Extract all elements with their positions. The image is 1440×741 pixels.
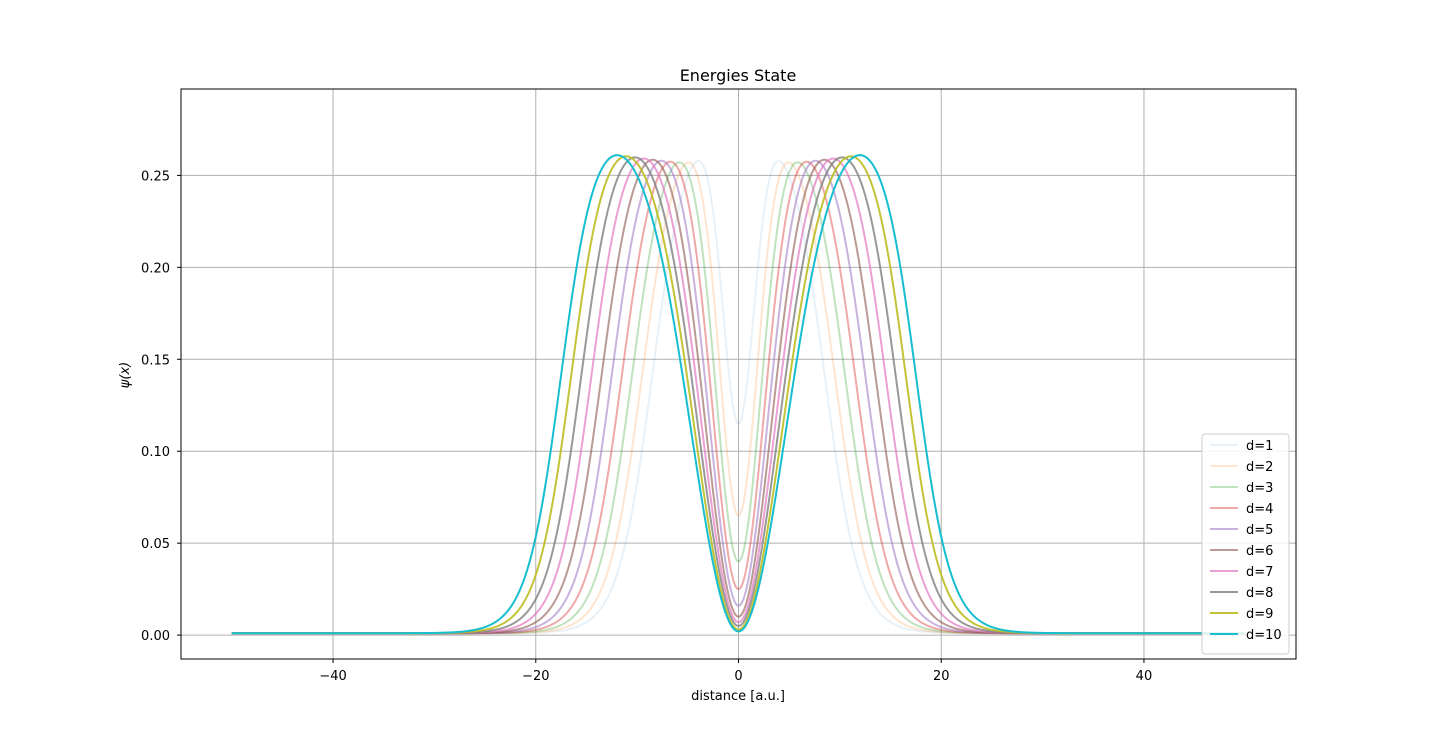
x-tick-label: 0 bbox=[734, 669, 742, 684]
legend-label-d=2: d=2 bbox=[1246, 460, 1273, 475]
legend-label-d=10: d=10 bbox=[1246, 628, 1282, 643]
y-tick-label: 0.00 bbox=[141, 629, 170, 644]
legend: d=1 d=2 d=3 d=4 d=5 d=6 d=7 d=8 d=9 d=10 bbox=[1201, 433, 1290, 655]
x-axis-label: distance [a.u.] bbox=[691, 689, 785, 704]
x-tick-label: −20 bbox=[522, 669, 549, 684]
x-tick-label: 40 bbox=[1136, 669, 1153, 684]
series-line-d=10 bbox=[231, 154, 1246, 635]
y-tick-label: 0.25 bbox=[141, 169, 170, 184]
x-tick-label: 20 bbox=[933, 669, 950, 684]
series-lines bbox=[231, 154, 1246, 635]
legend-label-d=3: d=3 bbox=[1246, 481, 1273, 496]
y-tick-label: 0.20 bbox=[141, 261, 170, 276]
y-tick-label: 0.05 bbox=[141, 537, 170, 552]
y-tick-label: 0.15 bbox=[141, 353, 170, 368]
y-axis-ticks: 0.00 0.05 0.10 0.15 0.20 0.25 bbox=[141, 169, 181, 644]
legend-label-d=9: d=9 bbox=[1246, 607, 1273, 622]
y-tick-label: 0.10 bbox=[141, 445, 170, 460]
legend-label-d=8: d=8 bbox=[1246, 586, 1273, 601]
legend-label-d=5: d=5 bbox=[1246, 523, 1273, 538]
legend-label-d=4: d=4 bbox=[1246, 502, 1273, 517]
y-axis-label: ψ(x) bbox=[118, 362, 133, 388]
x-tick-label: −40 bbox=[319, 669, 346, 684]
legend-box bbox=[1201, 433, 1290, 655]
chart-title: Energies State bbox=[680, 66, 797, 85]
legend-label-d=1: d=1 bbox=[1246, 439, 1273, 454]
grid-lines bbox=[181, 89, 1296, 659]
x-axis-ticks: −40 −20 0 20 40 bbox=[319, 659, 1152, 684]
legend-label-d=6: d=6 bbox=[1246, 544, 1273, 559]
legend-label-d=7: d=7 bbox=[1246, 565, 1273, 580]
